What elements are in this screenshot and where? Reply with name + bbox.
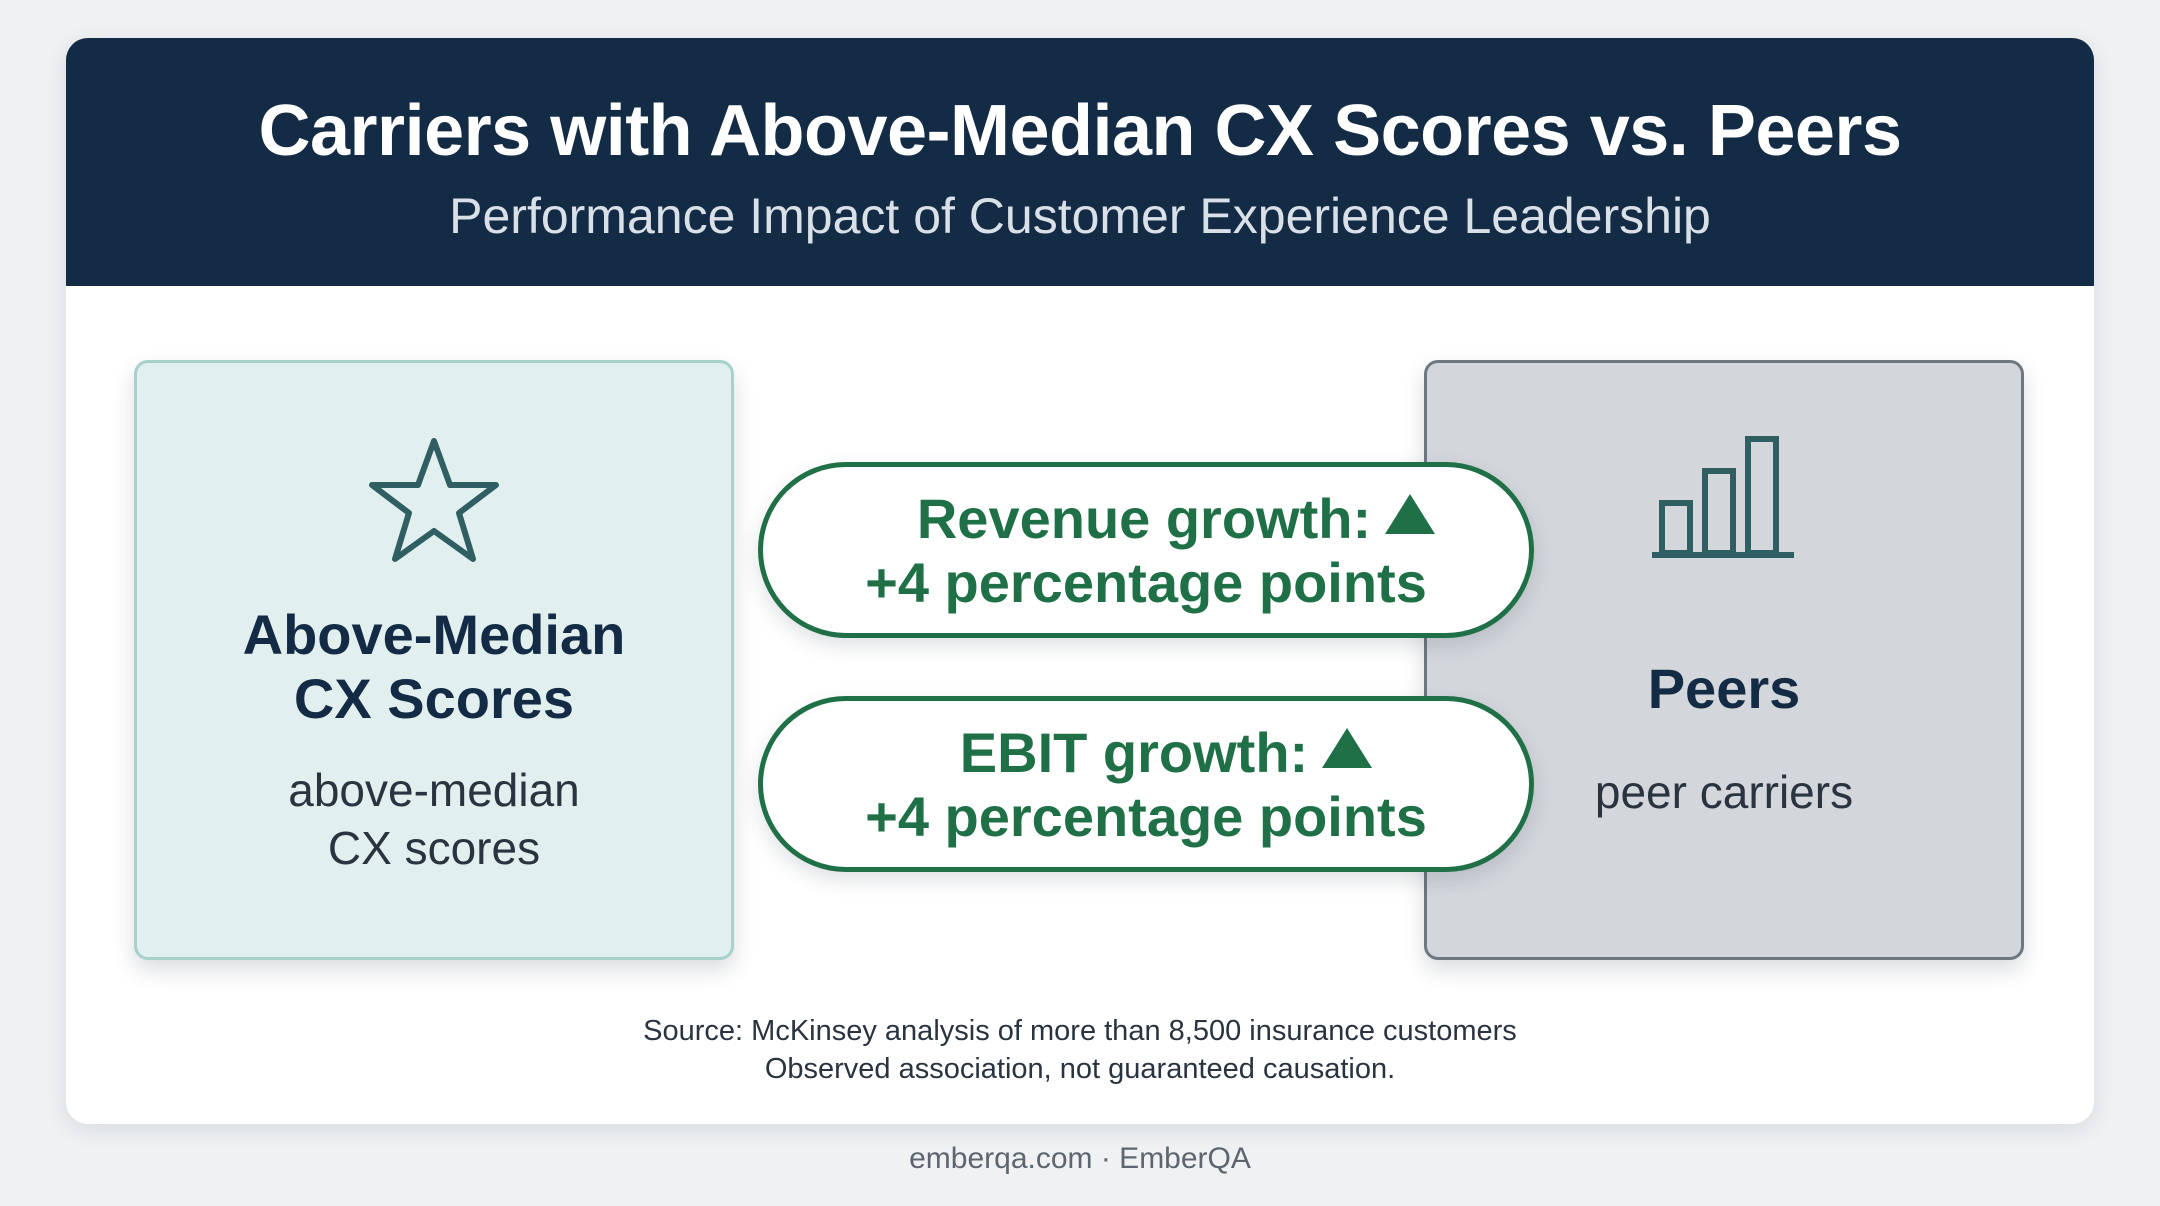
above-median-subtitle: above-median CX scores <box>288 764 580 874</box>
disclaimer-line: Observed association, not guaranteed cau… <box>764 1053 1396 1085</box>
bar-chart-icon <box>1427 433 2021 570</box>
revenue-growth-label: Revenue growth: <box>916 487 1372 550</box>
ebit-growth-value: +4 percentage points <box>865 785 1427 848</box>
footer-credit: emberqa.com · EmberQA <box>909 1142 1251 1175</box>
ebit-growth-label: EBIT growth: <box>959 721 1309 784</box>
above-median-panel: Above-Median CX Scores above-median CX s… <box>134 360 734 960</box>
source-note: Source: McKinsey analysis of more than 8… <box>66 1012 2094 1088</box>
peers-title: Peers <box>1647 657 1801 720</box>
infographic-card: Carriers with Above-Median CX Scores vs.… <box>66 38 2094 1124</box>
revenue-growth-heading: Revenue growth: <box>763 487 1529 551</box>
above-median-title-line2: CX Scores <box>293 667 575 730</box>
star-icon <box>137 433 731 574</box>
source-line: Source: McKinsey analysis of more than 8… <box>643 1015 1517 1047</box>
ebit-growth-pill: EBIT growth: +4 percentage points <box>758 696 1534 872</box>
above-median-title-line1: Above-Median <box>242 603 626 666</box>
page-title: Carriers with Above-Median CX Scores vs.… <box>258 91 1902 171</box>
revenue-growth-pill: Revenue growth: +4 percentage points <box>758 462 1534 638</box>
page-subtitle: Performance Impact of Customer Experienc… <box>449 188 1711 244</box>
up-triangle-icon <box>1322 728 1373 768</box>
header-banner: Carriers with Above-Median CX Scores vs.… <box>66 38 2094 286</box>
peers-subtitle: peer carriers <box>1594 766 1854 818</box>
above-median-title: Above-Median CX Scores <box>137 603 731 731</box>
ebit-growth-heading: EBIT growth: <box>763 721 1529 785</box>
peers-panel: Peers peer carriers <box>1424 360 2024 960</box>
revenue-growth-value: +4 percentage points <box>865 551 1427 614</box>
up-triangle-icon <box>1385 494 1436 534</box>
